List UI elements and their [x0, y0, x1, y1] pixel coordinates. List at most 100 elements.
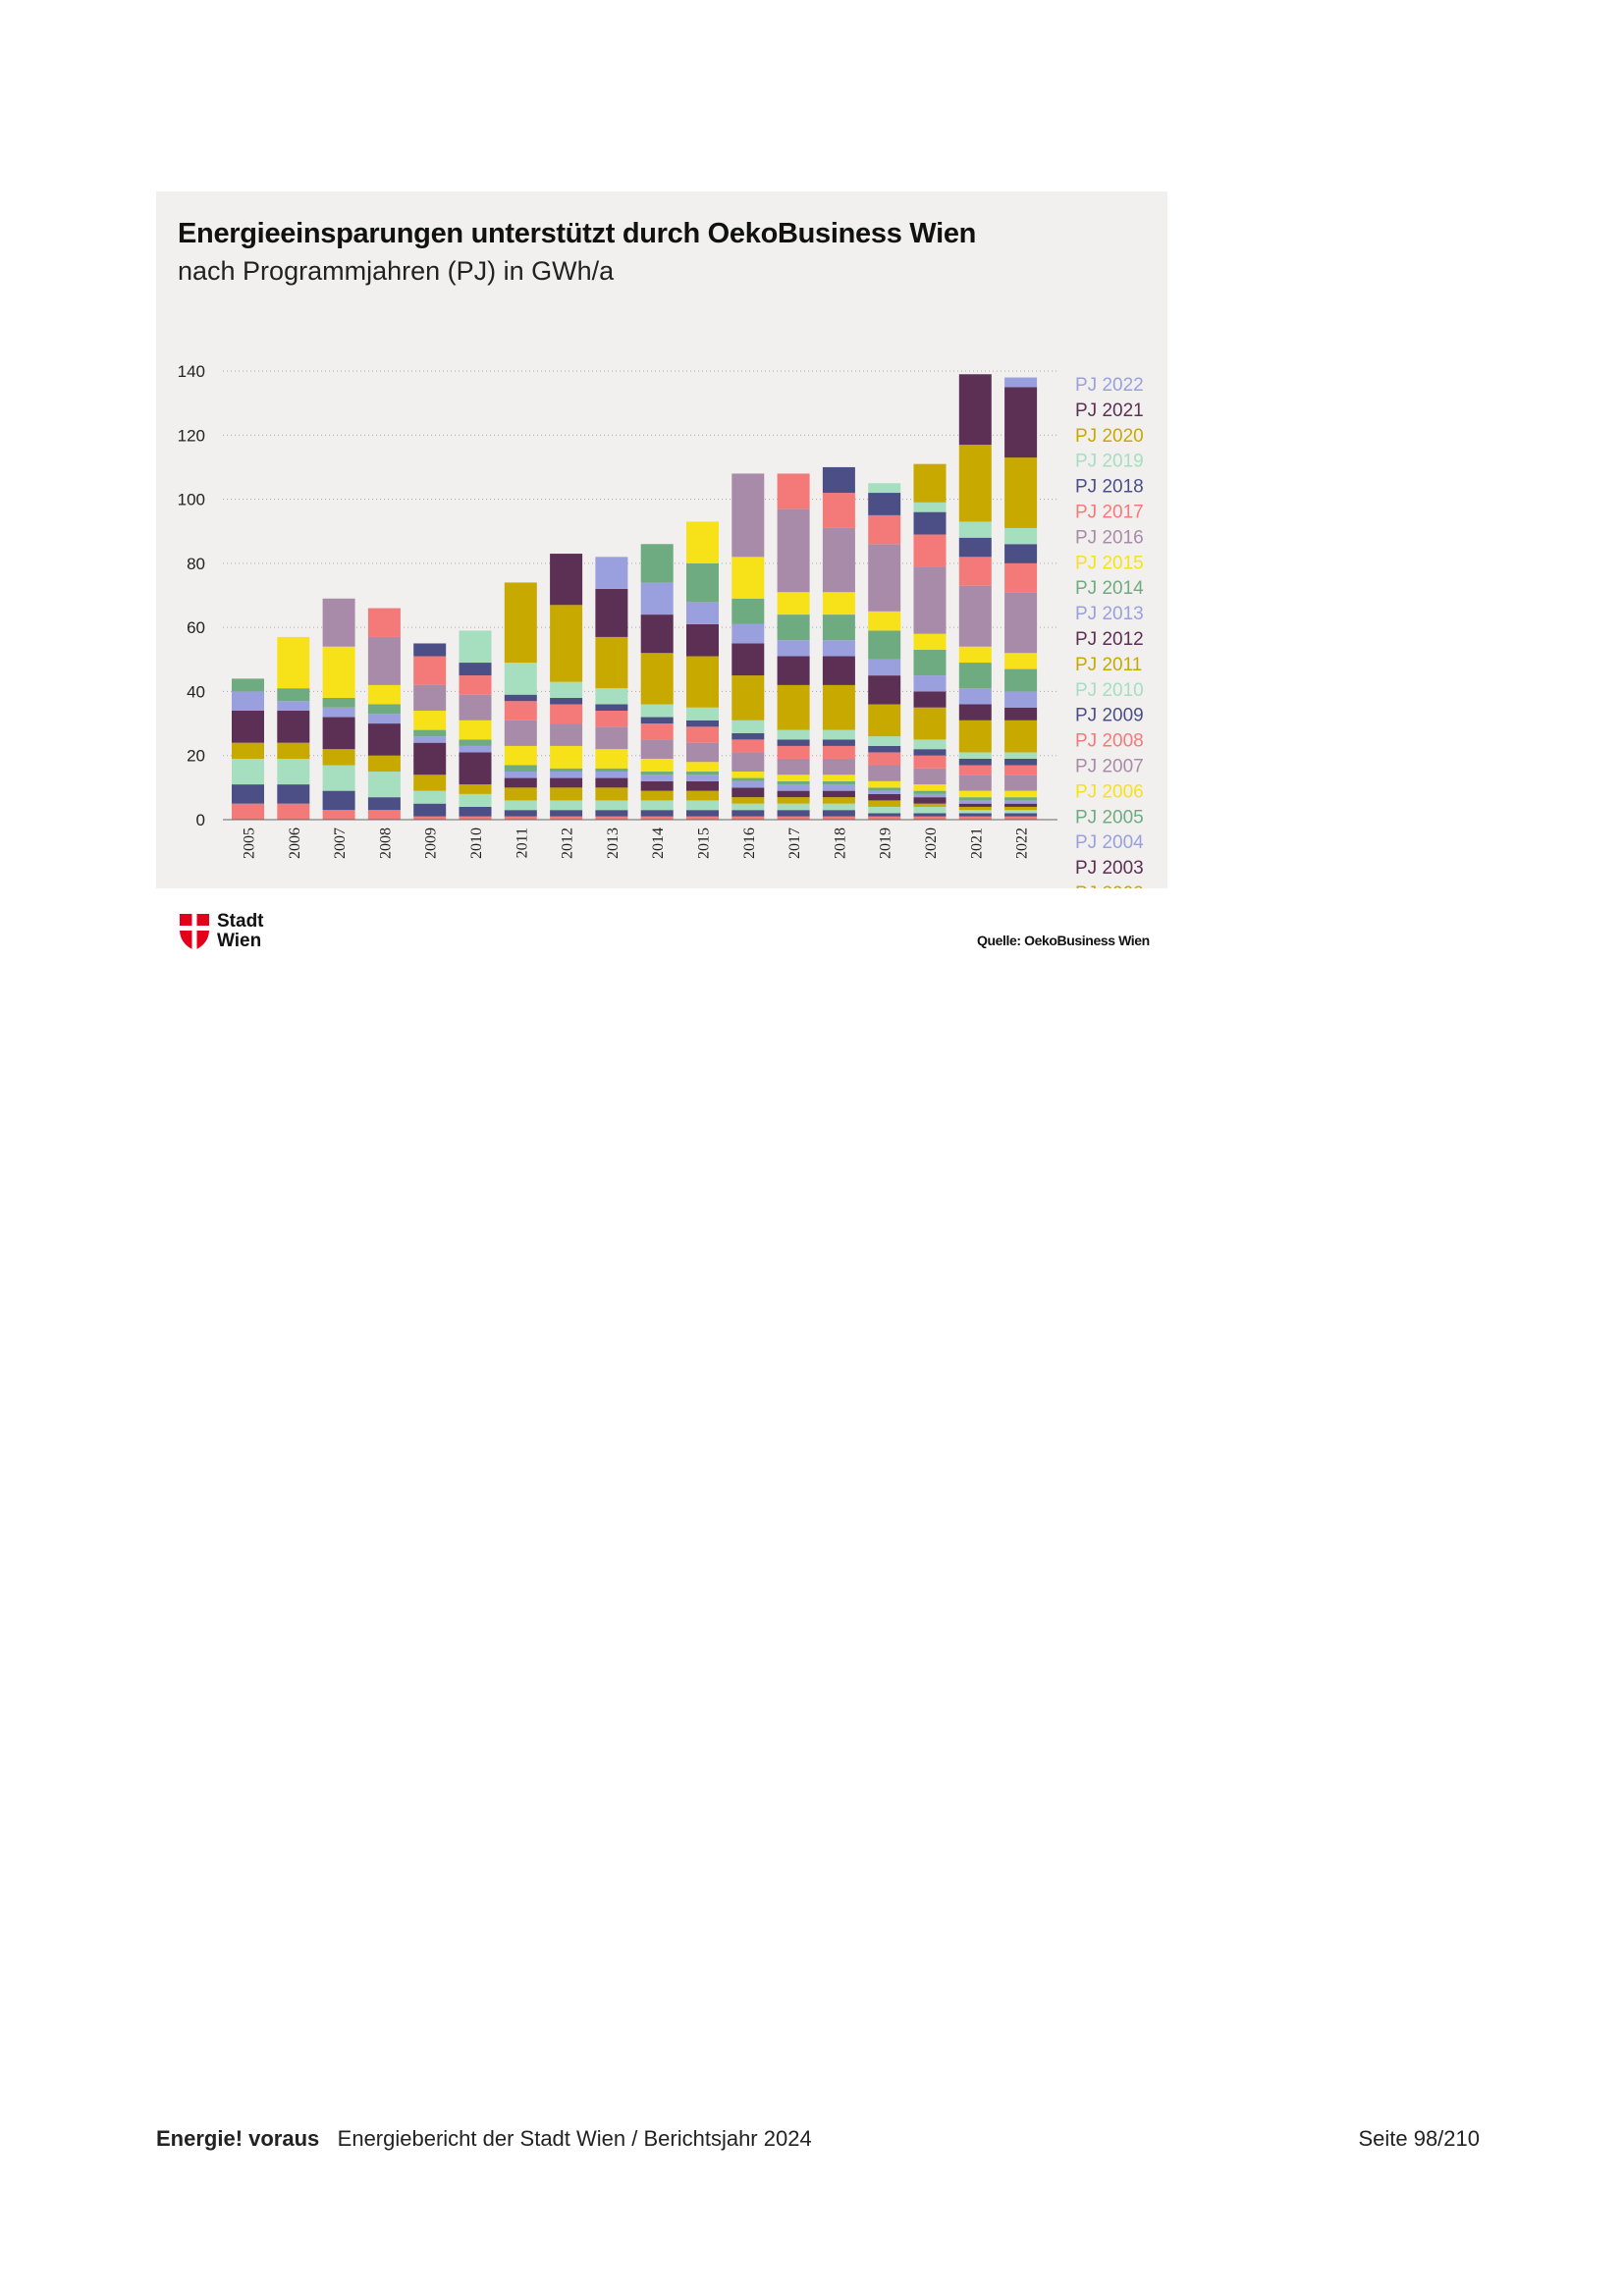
footer-document-title: Energiebericht der Stadt Wien / Berichts… — [337, 2126, 812, 2151]
bar-segment — [958, 813, 992, 817]
bar-segment — [595, 711, 628, 727]
bar-segment — [413, 729, 447, 737]
bar-segment — [868, 793, 901, 801]
bar-segment — [413, 656, 447, 685]
legend-entry: PJ 2009 — [1075, 706, 1144, 726]
bar-segment — [958, 663, 992, 689]
bar-segment — [1004, 816, 1038, 820]
legend-entry: PJ 2012 — [1075, 629, 1144, 650]
bar-segment — [367, 704, 401, 715]
bar-segment — [640, 816, 674, 820]
bar-segment — [868, 800, 901, 807]
bar-segment — [459, 793, 492, 807]
bar-segment — [1004, 810, 1038, 814]
bar-segment — [822, 656, 855, 685]
bar-segment — [731, 780, 765, 788]
bar-segment — [868, 806, 901, 814]
bar-segment — [686, 790, 719, 801]
bar-segment — [686, 562, 719, 603]
bar-segment — [1004, 813, 1038, 817]
bar-segment — [731, 473, 765, 558]
bar-segment — [822, 745, 855, 759]
bar-segment — [504, 772, 537, 778]
bar-segment — [777, 797, 810, 804]
x-tick-label: 2019 — [878, 828, 894, 859]
bar-segment — [958, 585, 992, 647]
legend-entry: PJ 2010 — [1075, 680, 1144, 701]
bar-segment — [1004, 765, 1038, 775]
bar-segment — [640, 772, 674, 775]
bar-segment — [686, 810, 719, 817]
bar-segment — [958, 688, 992, 705]
bar-segment — [868, 736, 901, 746]
bar-segment — [413, 790, 447, 804]
bar-segment — [459, 675, 492, 695]
bar-segment — [1004, 797, 1038, 801]
bar-segment — [822, 780, 855, 785]
bar-segment — [868, 611, 901, 631]
legend-entry: PJ 2018 — [1075, 477, 1144, 498]
bar-segment — [413, 684, 447, 712]
bar-segment — [1004, 800, 1038, 804]
x-tick-label: 2018 — [832, 828, 848, 859]
stadt-wien-logo: Stadt Wien — [178, 912, 286, 955]
bar-segment — [958, 704, 992, 721]
bar-segment — [1004, 562, 1038, 593]
bar-segment — [1004, 758, 1038, 766]
bar-segment — [913, 797, 947, 804]
bar-segment — [367, 723, 401, 756]
bar-segment — [868, 544, 901, 612]
bar-segment — [822, 614, 855, 641]
bar-segment — [550, 787, 583, 801]
y-tick-label: 20 — [187, 747, 205, 766]
bar-segment — [958, 800, 992, 804]
bar-segment — [550, 777, 583, 788]
bar-segment — [459, 720, 492, 740]
bar-segment — [913, 803, 947, 807]
bar-segment — [731, 777, 765, 781]
bar-segment — [686, 774, 719, 781]
bar-segment — [640, 582, 674, 615]
bar-segment — [958, 557, 992, 586]
bar-segment — [504, 701, 537, 721]
logo-line-1: Stadt — [217, 911, 264, 932]
bar-segment — [550, 800, 583, 811]
bar-segment — [277, 784, 310, 804]
bar-segment — [1004, 668, 1038, 692]
x-tick-label: 2017 — [786, 828, 803, 859]
x-tick-label: 2009 — [423, 828, 440, 859]
x-tick-label: 2014 — [650, 828, 667, 859]
bar-segment — [868, 483, 901, 494]
bar-segment — [913, 463, 947, 503]
bar-segment — [913, 633, 947, 650]
bar-segment — [1004, 707, 1038, 721]
chart-subtitle: nach Programmjahren (PJ) in GWh/a — [178, 256, 615, 286]
bar-segment — [550, 554, 583, 606]
footer-page-number: Seite 98/210 — [1358, 2126, 1480, 2151]
bar-segment — [868, 493, 901, 515]
y-tick-label: 60 — [187, 618, 205, 637]
bar-segment — [595, 557, 628, 589]
legend-entry: PJ 2003 — [1075, 858, 1144, 879]
bar-segment — [868, 514, 901, 545]
bar-segment — [868, 813, 901, 817]
bar-segment — [777, 774, 810, 781]
bar-segment — [640, 774, 674, 781]
y-tick-label: 40 — [187, 682, 205, 701]
wien-shield-icon — [180, 914, 209, 950]
bar-segment — [413, 742, 447, 775]
bar-segment — [686, 726, 719, 743]
bar-segment — [595, 749, 628, 769]
bar-segment — [277, 711, 310, 743]
bar-segment — [868, 790, 901, 794]
legend-entry: PJ 2004 — [1075, 832, 1144, 853]
bar-segment — [958, 810, 992, 814]
bar-segment — [232, 678, 264, 692]
x-tick-label: 2021 — [968, 828, 985, 859]
bar-segment — [958, 797, 992, 801]
x-tick-label: 2006 — [287, 828, 303, 859]
bar-segment — [958, 752, 992, 759]
y-tick-label: 80 — [187, 555, 205, 573]
bar-segment — [686, 816, 719, 820]
bar-segment — [686, 780, 719, 791]
